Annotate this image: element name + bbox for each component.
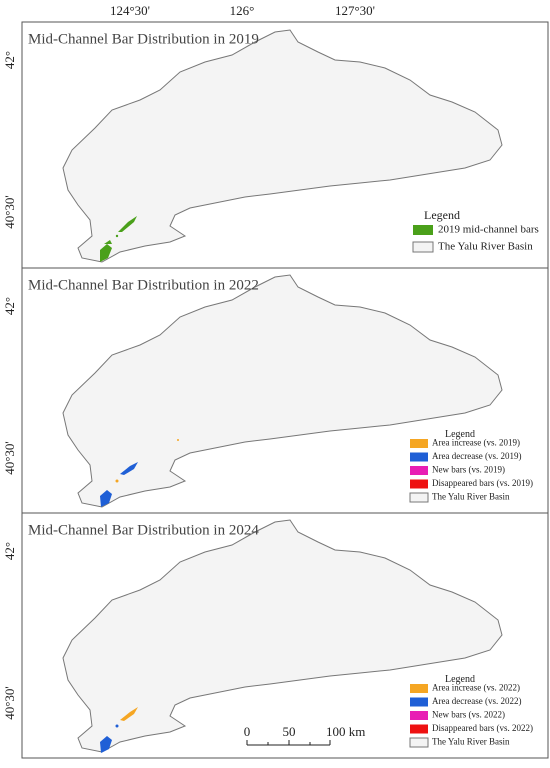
lon-label: 126° (230, 3, 255, 18)
legend-label: The Yalu River Basin (438, 241, 533, 253)
legend-title: Legend (424, 208, 460, 222)
legend-swatch (410, 724, 428, 734)
lat-label: 40°30' (2, 195, 17, 229)
panel-title: Mid-Channel Bar Distribution in 2022 (28, 277, 259, 293)
panel-title: Mid-Channel Bar Distribution in 2019 (28, 31, 259, 47)
lon-label: 127°30' (335, 3, 375, 18)
legend-swatch (409, 737, 429, 748)
scale-bar (246, 740, 331, 746)
legend-label: The Yalu River Basin (432, 737, 510, 747)
scale-label: 100 km (326, 724, 365, 739)
legend-label: Disappeared bars (vs. 2022) (432, 723, 533, 733)
legend-swatch (410, 439, 428, 448)
legend-title: Legend (445, 674, 475, 685)
legend-label: Area decrease (vs. 2019) (432, 451, 521, 461)
legend-swatch (409, 492, 429, 503)
legend-swatch (410, 697, 428, 707)
lat-label: 40°30' (2, 441, 17, 475)
legend-swatch (410, 684, 428, 693)
basin (62, 29, 503, 263)
panel-title: Mid-Channel Bar Distribution in 2024 (28, 522, 259, 538)
lon-label: 124°30' (110, 3, 150, 18)
lat-label: 42° (2, 51, 17, 69)
legend-swatch (410, 479, 428, 489)
panel-frame (21, 512, 549, 759)
legend-label: New bars (vs. 2022) (432, 710, 505, 720)
scale-label: 50 (283, 724, 296, 739)
legend-label: The Yalu River Basin (432, 492, 510, 502)
legend-swatch (410, 711, 428, 720)
legend-label: 2019 mid-channel bars (438, 224, 539, 236)
legend-label: Area increase (vs. 2019) (432, 438, 520, 448)
legend-swatch (410, 466, 428, 475)
legend-label: Area increase (vs. 2022) (432, 683, 520, 693)
legend-swatch (413, 225, 433, 235)
legend-title: Legend (445, 429, 475, 440)
legend-label: New bars (vs. 2019) (432, 465, 505, 475)
scale-label: 0 (244, 724, 251, 739)
legend-swatch (412, 241, 434, 253)
bars-2024 (100, 707, 138, 753)
lat-label: 42° (2, 297, 17, 315)
lat-label: 40°30' (2, 686, 17, 720)
legend-swatch (410, 452, 428, 462)
legend-label: Disappeared bars (vs. 2019) (432, 478, 533, 488)
bars-2022 (100, 439, 179, 507)
lat-label: 42° (2, 542, 17, 560)
bars-2019 (100, 216, 137, 262)
legend-label: Area decrease (vs. 2022) (432, 696, 521, 706)
